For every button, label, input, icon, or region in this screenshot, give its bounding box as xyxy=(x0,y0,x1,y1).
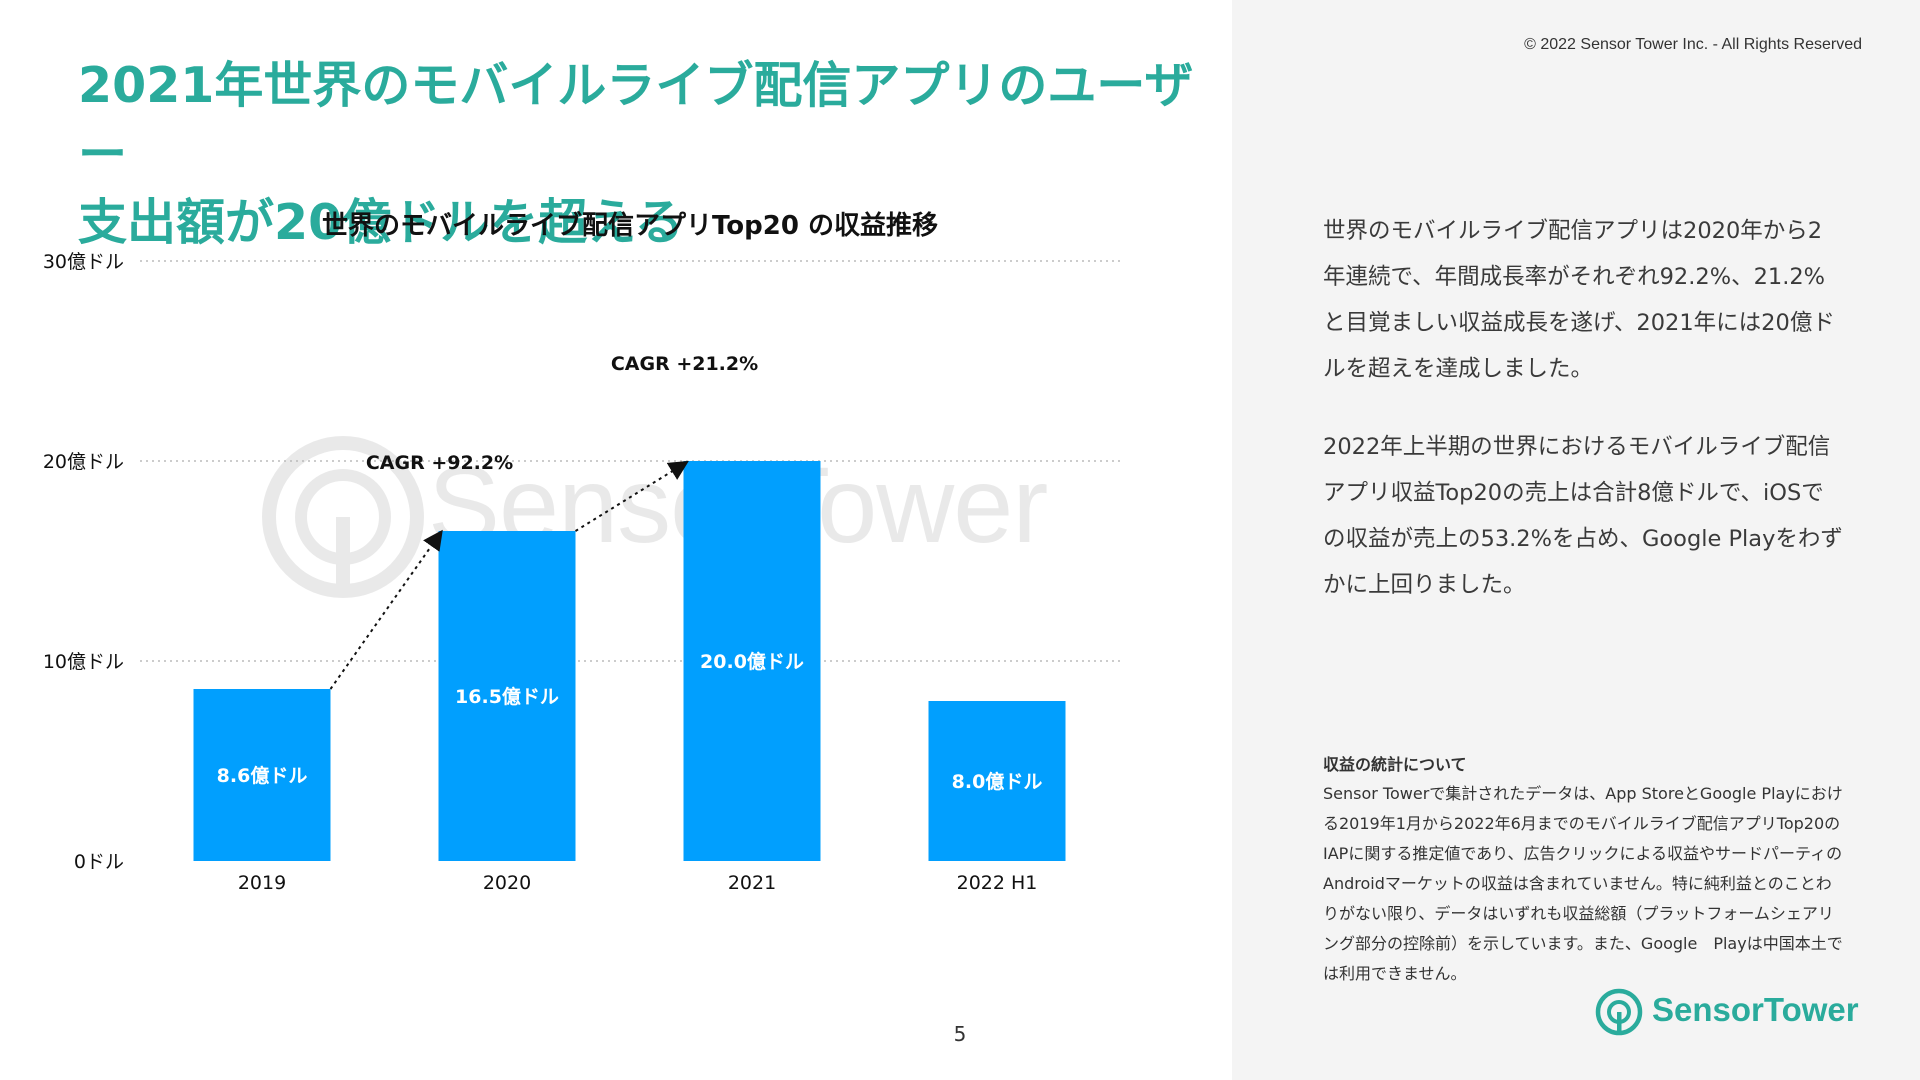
page-number: 5 xyxy=(953,1022,967,1046)
note-title: 収益の統計について xyxy=(1323,755,1467,774)
summary-paragraph-2: 2022年上半期の世界におけるモバイルライブ配信アプリ収益Top20の売上は合計… xyxy=(1323,434,1843,598)
cagr-arrow xyxy=(574,460,689,532)
y-tick-label: 30億ドル xyxy=(43,251,124,273)
sensor-tower-logo: SensorTower xyxy=(1594,985,1859,1037)
x-tick-label: 2019 xyxy=(238,872,286,894)
bar xyxy=(683,461,821,861)
y-tick-label: 20億ドル xyxy=(43,451,124,473)
copyright-text: © 2022 Sensor Tower Inc. - All Rights Re… xyxy=(1524,36,1862,53)
sensor-tower-logo-text: SensorTower xyxy=(1652,991,1859,1028)
bar xyxy=(193,689,331,861)
y-tick-label: 0ドル xyxy=(74,851,124,873)
data-label: 8.0億ドル xyxy=(952,770,1043,793)
bar xyxy=(438,531,576,861)
summary-paragraph-1: 世界のモバイルライブ配信アプリは2020年から2年連続で、年間成長率がそれぞれ9… xyxy=(1323,218,1835,382)
y-tick-label: 10億ドル xyxy=(43,651,124,673)
note-body: Sensor Towerで集計されたデータは、App StoreとGoogle … xyxy=(1323,784,1843,983)
cagr-arrow xyxy=(329,529,443,690)
left-panel: 2021年世界のモバイルライブ配信アプリのユーザー 支出額が20億ドルを超える … xyxy=(42,52,1228,1046)
page-title: 2021年世界のモバイルライブ配信アプリのユーザー 支出額が20億ドルを超える xyxy=(78,52,1228,258)
x-tick-label: 2020 xyxy=(483,872,531,894)
bar-chart: 0ドル 10億ドル 20億ドル 30億ドル 8.6億ドル 2019 16.5億ドル 2020 2… xyxy=(43,251,1122,894)
page-title-line-2: 支出額が20億ドルを超える xyxy=(78,194,684,252)
x-tick-label: 2022 H1 xyxy=(957,872,1038,894)
sensor-tower-logo-icon xyxy=(1595,988,1643,1036)
data-label: 20.0億ドル xyxy=(700,650,804,673)
bar xyxy=(928,701,1066,861)
cagr-annotation: CAGR +21.2% xyxy=(611,353,758,375)
summary-text: 世界のモバイルライブ配信アプリは2020年から2年連続で、年間成長率がそれぞれ9… xyxy=(1323,208,1843,640)
right-panel xyxy=(1232,0,1920,1080)
chart-title: 世界のモバイルライブ配信アプリTop20 の収益推移 xyxy=(322,211,938,241)
page-title-line-1: 2021年世界のモバイルライブ配信アプリのユーザー xyxy=(78,57,1194,183)
cagr-annotation: CAGR +92.2% xyxy=(366,452,513,474)
data-label: 16.5億ドル xyxy=(455,685,559,708)
data-label: 8.6億ドル xyxy=(217,764,308,787)
x-tick-label: 2021 xyxy=(728,872,776,894)
